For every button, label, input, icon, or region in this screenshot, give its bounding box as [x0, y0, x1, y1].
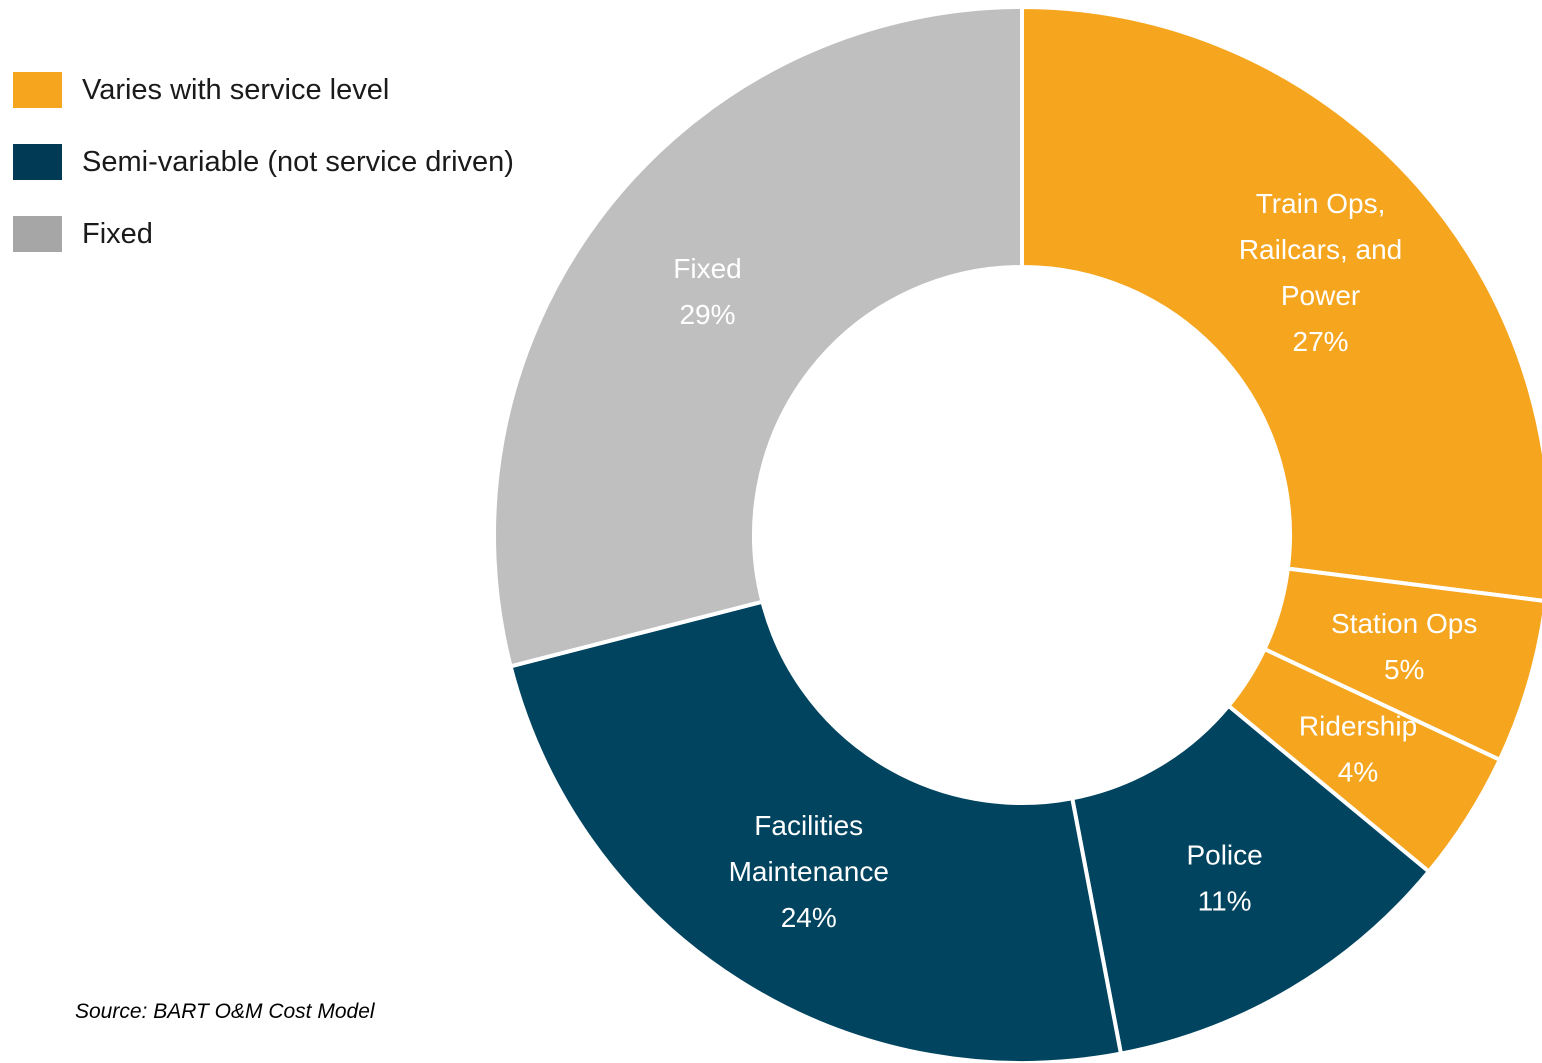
legend-label-fixed: Fixed: [82, 217, 153, 250]
legend-item-semi-variable: Semi-variable (not service driven): [13, 144, 514, 180]
slice-label-train-ops: Train Ops, Railcars, and Power 27%: [1239, 188, 1402, 357]
legend-label-semi-variable: Semi-variable (not service driven): [82, 145, 514, 178]
legend-swatch-fixed: [13, 216, 62, 252]
legend-item-fixed: Fixed: [13, 216, 514, 252]
slice-label-station-ops: Station Ops 5%: [1331, 608, 1477, 685]
slice-label-fixed: Fixed 29%: [673, 253, 741, 330]
chart-legend: Varies with service level Semi-variable …: [13, 72, 514, 252]
legend-swatch-semi-variable: [13, 144, 62, 180]
legend-item-variable: Varies with service level: [13, 72, 514, 108]
slice-police: [1069, 703, 1432, 1056]
legend-label-variable: Varies with service level: [82, 73, 390, 106]
slice-train-ops: [1020, 4, 1542, 603]
slice-label-ridership: Ridership 4%: [1299, 710, 1417, 787]
source-note: Source: BART O&M Cost Model: [75, 1000, 375, 1023]
legend-swatch-variable: [13, 72, 62, 108]
slice-fixed: [492, 4, 1024, 669]
slice-facilities: [508, 599, 1124, 1063]
slice-label-facilities: Facilities Maintenance 24%: [729, 810, 889, 933]
slice-label-police: Police 11%: [1186, 840, 1262, 917]
